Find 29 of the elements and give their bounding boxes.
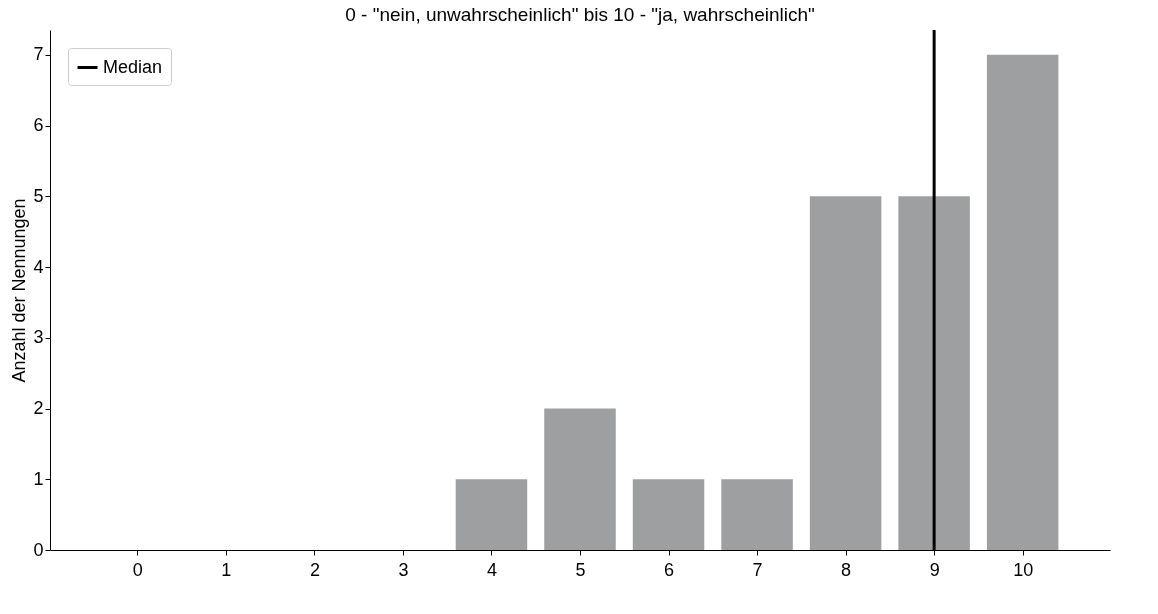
y-tick-label: 0	[33, 539, 44, 560]
x-tick-label: 5	[575, 559, 586, 580]
x-tick-label: 8	[841, 559, 852, 580]
x-tick-label: 4	[486, 559, 497, 580]
bar	[898, 196, 970, 550]
bar	[544, 408, 616, 550]
x-tick-label: 0	[132, 559, 143, 580]
x-tick-label: 1	[221, 559, 232, 580]
y-tick-label: 2	[33, 398, 44, 418]
bar	[632, 479, 705, 550]
bar	[986, 54, 1059, 550]
bar	[721, 479, 793, 550]
y-tick-label: 6	[33, 115, 44, 136]
y-tick-label: 5	[33, 185, 44, 206]
x-tick-label: 6	[664, 559, 675, 580]
x-tick-label: 10	[1013, 559, 1034, 580]
y-tick-label: 1	[33, 468, 44, 489]
bar	[809, 196, 882, 550]
chart-title: 0 - "nein, unwahrscheinlich" bis 10 - "ja, wahrscheinlich"	[345, 3, 815, 25]
y-tick-label: 7	[33, 44, 44, 65]
y-axis-title: Anzahl der Nennungen	[9, 198, 30, 383]
ref-line-label: Median	[103, 56, 163, 77]
y-tick-label: 3	[33, 327, 44, 348]
x-tick-label: 2	[309, 559, 320, 580]
x-tick-label: 3	[398, 559, 409, 580]
y-tick-label: 4	[33, 256, 44, 277]
x-tick-label: 9	[929, 559, 940, 580]
bar	[455, 479, 528, 550]
x-tick-label: 7	[752, 559, 763, 580]
